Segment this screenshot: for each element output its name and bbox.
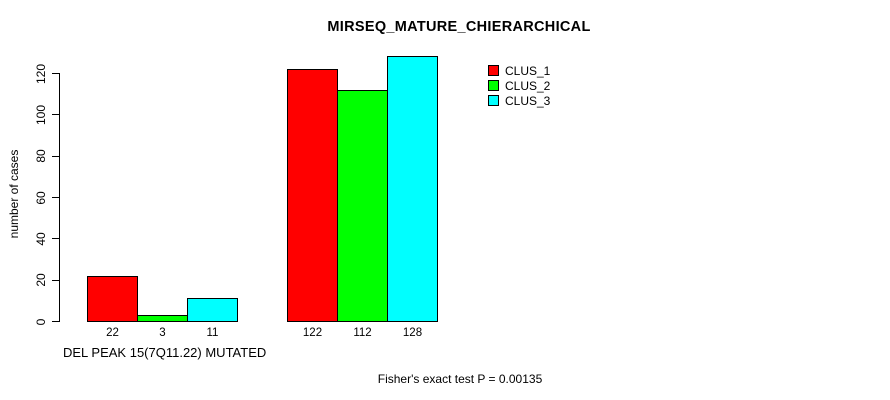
legend-swatch-red <box>488 65 499 76</box>
y-tick-mark <box>52 279 59 281</box>
legend-label: CLUS_1 <box>505 63 551 78</box>
bar-clus_3-group2 <box>387 56 438 322</box>
x-axis-label: DEL PEAK 15(7Q11.22) MUTATED <box>63 345 267 360</box>
legend-label: CLUS_2 <box>505 78 551 93</box>
bar-clus_3-group1 <box>187 298 238 322</box>
legend-item: CLUS_3 <box>488 93 550 108</box>
legend-swatch-cyan <box>488 95 499 106</box>
y-tick-label: 20 <box>34 273 48 287</box>
bar-clus_2-group2 <box>337 90 388 322</box>
y-tick-label: 80 <box>34 149 48 163</box>
bar-value-label: 128 <box>402 327 423 339</box>
bar-value-label: 3 <box>159 327 166 339</box>
bar-clus_1-group2 <box>287 69 338 322</box>
y-tick-mark <box>52 73 59 74</box>
y-axis-label: number of cases <box>7 149 21 239</box>
bar-value-label: 112 <box>353 327 372 339</box>
bar-value-label: 11 <box>206 327 219 339</box>
y-tick-label: 120 <box>34 63 48 84</box>
bar-value-label: 22 <box>106 327 119 339</box>
y-tick-label: 40 <box>34 232 48 246</box>
legend-item: CLUS_1 <box>488 63 550 78</box>
bar-clus_2-group1 <box>137 315 188 322</box>
bar-clus_1-group1 <box>87 276 138 322</box>
y-tick-mark <box>52 197 59 198</box>
y-tick-label: 60 <box>34 190 48 205</box>
chart-title: MIRSEQ_MATURE_CHIERARCHICAL <box>327 19 591 35</box>
legend-item: CLUS_2 <box>488 78 550 93</box>
y-axis-line <box>59 73 60 322</box>
legend-swatch-green <box>488 80 499 91</box>
y-tick-mark <box>52 155 59 157</box>
legend-label: CLUS_3 <box>505 93 551 108</box>
legend: CLUS_1 CLUS_2 CLUS_3 <box>488 63 550 108</box>
y-tick-mark <box>52 114 59 116</box>
y-tick-mark <box>52 321 59 322</box>
y-tick-mark <box>52 238 59 240</box>
stats-annotation: Fisher's exact test P = 0.00135 <box>377 372 543 386</box>
y-tick-label: 0 <box>34 318 48 325</box>
bar-value-label: 122 <box>302 327 323 339</box>
y-tick-label: 100 <box>34 104 48 125</box>
